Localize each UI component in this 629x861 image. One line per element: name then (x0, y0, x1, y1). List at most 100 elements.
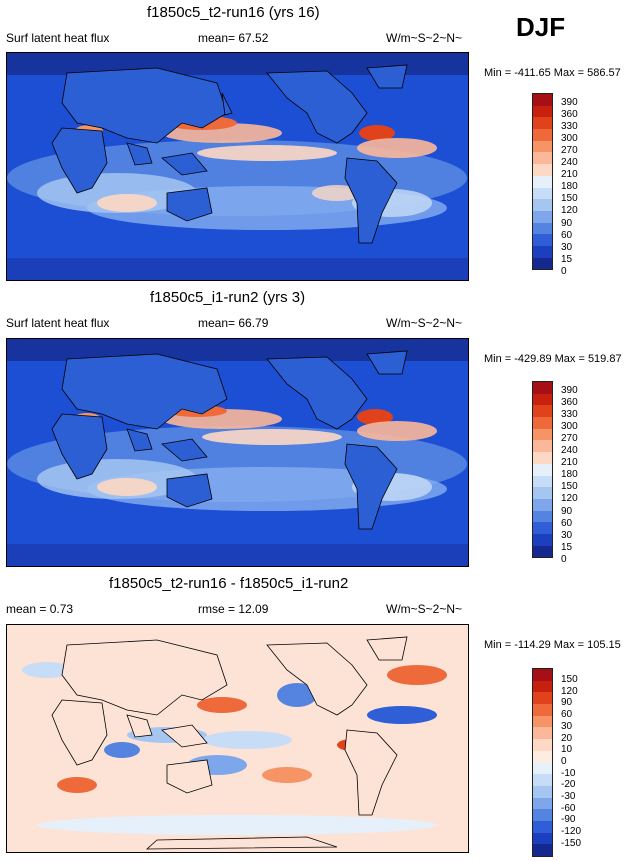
colorbar-swatch (533, 522, 552, 534)
colorbar-tick-label: -150 (561, 837, 582, 849)
colorbar-tick-label: 240 (561, 445, 578, 457)
colorbar-tick-label: -90 (561, 814, 576, 826)
colorbar-tick-label: 390 (561, 385, 578, 396)
colorbar-swatch (533, 393, 552, 406)
colorbar-swatch (533, 129, 552, 141)
colorbar-tick-label: 120 (561, 205, 578, 217)
colorbar-swatch (533, 164, 552, 176)
colorbar-swatch (533, 199, 552, 211)
colorbar-tick-label: 0 (561, 265, 567, 277)
colorbar-swatch (533, 727, 552, 740)
colorbar-swatch (533, 739, 552, 751)
colorbar-tick-label: 30 (561, 241, 573, 253)
colorbar-swatch (533, 222, 552, 235)
colorbar-swatch (533, 105, 552, 118)
panel-2-minmax: Min = -429.89 Max = 519.87 (484, 353, 622, 365)
colorbar-tick-label: 60 (561, 517, 573, 529)
panel-3-title: f1850c5_t2-run16 - f1850c5_i1-run2 (109, 575, 349, 592)
colorbar-tick-label: 300 (561, 133, 578, 145)
colorbar-swatch (533, 832, 552, 845)
colorbar-tick-label: -10 (561, 767, 576, 779)
panel-1-minmax: Min = -411.65 Max = 586.57 (484, 67, 621, 79)
colorbar-tick-label: 150 (561, 193, 578, 205)
colorbar-tick-label: 330 (561, 121, 578, 133)
colorbar-tick-label: 60 (561, 709, 573, 721)
panel-3-units: W/m~S~2~N~ (386, 602, 463, 616)
colorbar-swatch (533, 257, 552, 270)
colorbar-swatch (533, 692, 552, 705)
colorbar-tick-label: 210 (561, 457, 578, 469)
colorbar-swatch (533, 452, 552, 464)
colorbar-swatch (533, 463, 552, 476)
panel-1-title: f1850c5_t2-run16 (yrs 16) (147, 4, 320, 21)
colorbar-swatch (533, 152, 552, 165)
panel-2-units: W/m~S~2~N~ (386, 316, 463, 330)
colorbar-swatch (533, 844, 552, 856)
colorbar-swatch (533, 187, 552, 200)
colorbar-swatch (533, 762, 552, 775)
colorbar-swatch (533, 704, 552, 716)
colorbar-swatch (533, 175, 552, 188)
colorbar-tick-label: 180 (561, 181, 578, 193)
panel-3-colorbar (532, 668, 553, 857)
colorbar-swatch (533, 785, 552, 798)
panel-3-minmax: Min = -114.29 Max = 105.15 (484, 639, 621, 651)
colorbar-tick-label: 270 (561, 145, 578, 157)
colorbar-swatch (533, 94, 552, 106)
panel-2-map (6, 338, 469, 567)
colorbar-tick-label: 180 (561, 469, 578, 481)
colorbar-tick-label: 90 (561, 505, 573, 517)
colorbar-tick-label: -30 (561, 791, 576, 802)
colorbar-tick-label: 0 (561, 755, 567, 767)
colorbar-swatch (533, 140, 552, 153)
panel-1-field-label: Surf latent heat flux (6, 31, 110, 45)
colorbar-swatch (533, 498, 552, 511)
colorbar-tick-label: 240 (561, 157, 578, 169)
colorbar-tick-label: -120 (561, 826, 582, 838)
colorbar-swatch (533, 669, 552, 681)
map-3-continents (51, 636, 408, 850)
colorbar-tick-label: -20 (561, 779, 576, 791)
colorbar-swatch (533, 245, 552, 258)
colorbar-tick-label: 90 (561, 697, 573, 709)
colorbar-tick-label: 210 (561, 169, 578, 181)
colorbar-tick-label: 120 (561, 493, 578, 505)
panel-3-rmse: rmse = 12.09 (198, 602, 269, 616)
colorbar-swatch (533, 545, 552, 558)
colorbar-swatch (533, 417, 552, 429)
colorbar-swatch (533, 750, 552, 763)
colorbar-swatch (533, 440, 552, 453)
colorbar-swatch (533, 797, 552, 810)
colorbar-swatch (533, 382, 552, 394)
colorbar-swatch (533, 820, 552, 833)
colorbar-swatch (533, 533, 552, 546)
colorbar-tick-label: 10 (561, 744, 573, 756)
colorbar-swatch (533, 680, 552, 693)
colorbar-swatch (533, 715, 552, 728)
colorbar-tick-label: 330 (561, 409, 578, 421)
colorbar-tick-label: 15 (561, 253, 573, 265)
colorbar-tick-label: 120 (561, 685, 578, 697)
colorbar-tick-label: 300 (561, 421, 578, 433)
panel-3-mean: mean = 0.73 (6, 602, 74, 616)
colorbar-swatch (533, 405, 552, 418)
colorbar-swatch (533, 487, 552, 499)
season-label: DJF (516, 12, 566, 42)
colorbar-tick-label: 150 (561, 674, 578, 685)
colorbar-swatch (533, 809, 552, 821)
colorbar-tick-label: 150 (561, 481, 578, 493)
colorbar-tick-label: 390 (561, 97, 578, 108)
colorbar-tick-label: -60 (561, 802, 576, 814)
colorbar-tick-label: 360 (561, 109, 578, 121)
panel-2-title: f1850c5_i1-run2 (yrs 3) (150, 289, 306, 306)
colorbar-swatch (533, 117, 552, 130)
colorbar-tick-label: 15 (561, 541, 573, 553)
colorbar-swatch (533, 475, 552, 488)
panel-2-mean: mean= 66.79 (198, 316, 269, 330)
colorbar-tick-label: 60 (561, 229, 573, 241)
colorbar-swatch (533, 428, 552, 441)
colorbar-tick-label: 270 (561, 433, 578, 445)
panel-1-mean: mean= 67.52 (198, 31, 269, 45)
colorbar-tick-label: 20 (561, 732, 573, 744)
panel-2-colorbar (532, 381, 553, 559)
